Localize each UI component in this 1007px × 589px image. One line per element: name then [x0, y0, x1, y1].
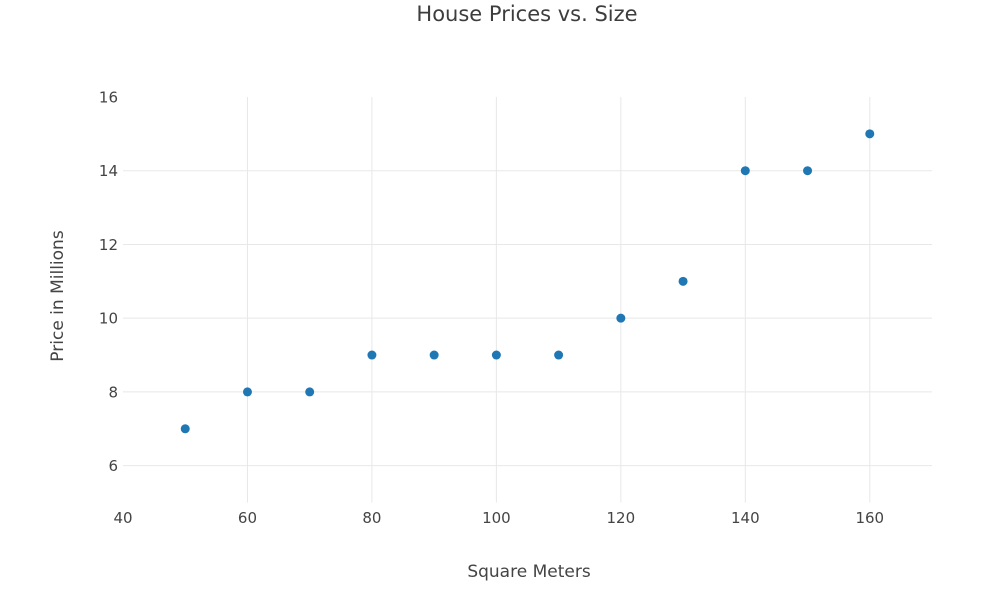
data-point[interactable] [305, 387, 315, 397]
data-point[interactable] [678, 276, 688, 286]
x-tick-label: 100 [482, 509, 511, 527]
data-point[interactable] [865, 129, 875, 139]
y-tick-label: 8 [108, 383, 118, 401]
data-point[interactable] [740, 166, 750, 176]
data-point[interactable] [616, 313, 626, 323]
y-tick-label: 12 [99, 236, 118, 254]
y-tick-label: 16 [99, 89, 118, 107]
y-axis-title: Price in Millions [48, 230, 68, 362]
x-tick-label: 40 [113, 509, 132, 527]
y-tick-label: 6 [108, 457, 118, 475]
data-point[interactable] [242, 387, 252, 397]
data-point[interactable] [554, 350, 564, 360]
y-tick-label: 10 [99, 310, 118, 328]
y-tick-label: 14 [99, 162, 118, 180]
x-tick-label: 140 [731, 509, 760, 527]
data-point[interactable] [429, 350, 439, 360]
data-point[interactable] [491, 350, 501, 360]
data-point[interactable] [180, 424, 190, 434]
x-tick-label: 80 [362, 509, 381, 527]
chart-title: House Prices vs. Size [416, 2, 638, 26]
x-axis-title: Square Meters [467, 562, 591, 582]
x-tick-label: 120 [607, 509, 636, 527]
x-tick-label: 60 [238, 509, 257, 527]
data-point[interactable] [803, 166, 813, 176]
x-tick-label: 160 [855, 509, 884, 527]
data-point[interactable] [367, 350, 377, 360]
